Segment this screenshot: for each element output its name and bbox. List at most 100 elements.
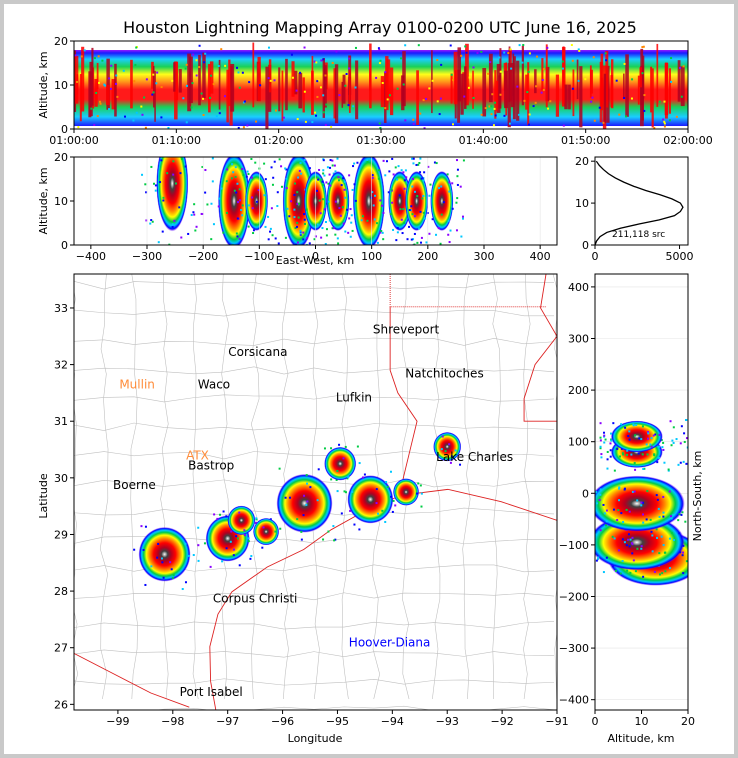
ew-speck <box>459 185 462 188</box>
altitude-northsouth-axes: 0 10 20 −400 −300 −200 −100 0 100 200 300 400 <box>559 281 695 728</box>
ew-speck <box>210 202 213 205</box>
density-speck <box>311 121 314 124</box>
ew-speck <box>238 188 241 191</box>
lightning-speck <box>255 517 258 520</box>
ns-speck <box>628 510 631 513</box>
ew-speck <box>340 184 343 187</box>
lightning-speck <box>419 484 422 487</box>
lightning-speck <box>142 548 145 551</box>
ns-speck <box>600 453 603 456</box>
density-streak <box>527 62 530 126</box>
ew-speck <box>181 158 184 161</box>
density-speck <box>480 113 483 116</box>
lightning-speck <box>243 534 246 537</box>
lightning-speck <box>284 496 287 499</box>
ew-speck <box>150 219 153 222</box>
lightning-speck <box>150 565 153 568</box>
lightning-speck <box>300 530 303 533</box>
ns-speck <box>678 513 681 516</box>
ew-speck <box>321 198 324 201</box>
ew-speck <box>317 178 320 181</box>
density-streak <box>641 65 644 121</box>
density-speck <box>658 100 661 103</box>
altitude-histogram-axes: 0 5000 0 10 20 <box>575 155 694 263</box>
ew-speck <box>321 180 324 183</box>
ns-speck <box>626 449 629 452</box>
density-speck <box>190 106 193 109</box>
density-speck <box>631 78 634 81</box>
ns-speck <box>621 538 624 541</box>
ew-speck <box>226 168 229 171</box>
lightning-speck <box>144 583 147 586</box>
eastwest-altitude-xlabel: East-West, km <box>276 254 354 267</box>
density-speck <box>97 55 100 58</box>
ew-speck <box>338 207 341 210</box>
density-speck <box>510 67 513 70</box>
density-streak <box>579 66 583 128</box>
density-speck <box>203 61 206 64</box>
ew-speck <box>353 162 356 165</box>
density-speck <box>354 46 357 49</box>
density-streak <box>154 70 156 122</box>
density-speck <box>663 125 666 128</box>
density-speck <box>116 95 119 98</box>
y-tick-label: 20 <box>575 155 589 168</box>
ew-speck <box>420 241 423 244</box>
x-tick-label: 0 <box>592 250 599 263</box>
ns-speck <box>628 430 631 433</box>
ns-speck <box>641 501 644 504</box>
density-speck <box>618 113 621 116</box>
density-speck <box>468 76 471 79</box>
density-streak <box>208 64 211 113</box>
density-streak <box>187 53 192 112</box>
ns-speck <box>656 498 659 501</box>
density-speck <box>191 82 194 85</box>
density-speck <box>152 91 155 94</box>
ew-speck <box>233 189 236 192</box>
density-speck <box>489 61 492 64</box>
ns-speck <box>629 571 632 574</box>
lightning-speck <box>238 564 241 567</box>
density-speck <box>185 121 188 124</box>
y-tick-label: 27 <box>54 642 68 655</box>
ns-speck <box>679 551 682 554</box>
density-speck <box>141 113 144 116</box>
ew-speck <box>456 168 459 171</box>
density-streak <box>416 70 419 126</box>
density-speck <box>527 123 530 126</box>
ns-speck <box>605 556 608 559</box>
ew-speck <box>280 185 283 188</box>
lightning-speck <box>417 482 420 485</box>
ew-speck <box>415 163 418 166</box>
map-label: Port Isabel <box>180 685 243 699</box>
lightning-cluster <box>433 432 462 462</box>
ew-speck <box>376 241 379 244</box>
ew-speck <box>302 238 305 241</box>
density-speck <box>237 71 240 74</box>
lightning-speck <box>184 542 187 545</box>
ew-speck <box>325 228 328 231</box>
ew-speck <box>236 235 239 238</box>
ew-speck <box>373 194 376 197</box>
ew-speck <box>270 207 273 210</box>
density-speck <box>378 122 381 125</box>
lightning-speck <box>317 468 320 471</box>
ew-speck <box>371 176 374 179</box>
density-speck <box>623 62 626 65</box>
lightning-speck <box>144 525 147 528</box>
lightning-speck <box>349 509 352 512</box>
ew-speck <box>269 230 272 233</box>
density-streak <box>76 74 79 95</box>
density-speck <box>536 55 539 58</box>
plan-view-map-panel: Shreveport Corsicana Natchitoches Mullin Wac… <box>74 274 557 710</box>
map-label: Corpus Christi <box>213 591 298 605</box>
ew-speck <box>337 176 340 179</box>
county-line <box>552 274 557 700</box>
density-speck <box>238 86 241 89</box>
lightning-cluster <box>227 505 256 536</box>
ew-speck <box>404 169 407 172</box>
density-streak <box>355 60 359 120</box>
ew-speck <box>410 205 413 208</box>
density-speck <box>299 71 302 74</box>
ew-speck <box>352 165 355 168</box>
